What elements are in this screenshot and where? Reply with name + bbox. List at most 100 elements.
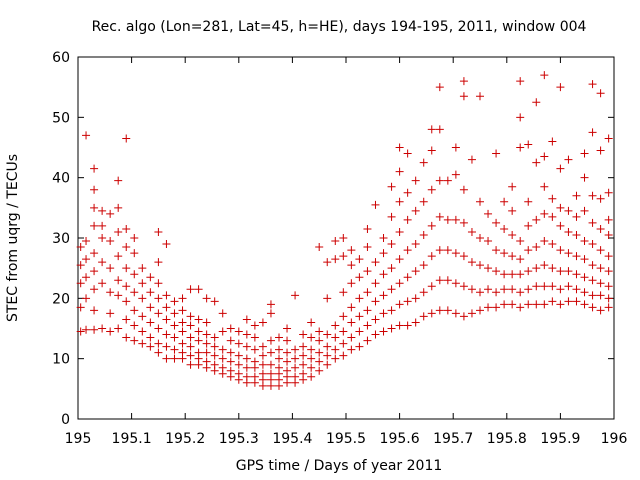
data-point: [548, 240, 557, 249]
data-point: [564, 282, 573, 291]
data-point: [76, 261, 85, 270]
data-point: [588, 303, 597, 312]
data-point: [106, 309, 115, 318]
data-point: [411, 318, 420, 327]
data-point: [299, 369, 308, 378]
data-point: [291, 345, 300, 354]
data-point: [138, 327, 147, 336]
data-point: [532, 98, 541, 107]
data-point: [283, 336, 292, 345]
data-point: [170, 297, 179, 306]
data-point: [459, 218, 468, 227]
data-point: [572, 191, 581, 200]
data-point: [98, 206, 107, 215]
data-point: [76, 279, 85, 288]
data-point: [114, 203, 123, 212]
data-point: [564, 206, 573, 215]
data-point: [130, 288, 139, 297]
data-point: [387, 306, 396, 315]
data-point: [226, 357, 235, 366]
data-point: [210, 342, 219, 351]
data-point: [347, 261, 356, 270]
data-point: [106, 327, 115, 336]
data-point: [596, 89, 605, 98]
data-point: [186, 351, 195, 360]
data-point: [82, 237, 91, 246]
data-point: [379, 234, 388, 242]
data-point: [435, 212, 444, 221]
data-point: [234, 369, 243, 378]
data-point: [194, 336, 203, 345]
data-point: [226, 348, 235, 357]
data-point: [347, 318, 356, 327]
data-point: [98, 221, 107, 230]
data-point: [331, 333, 340, 342]
data-point: [484, 285, 493, 294]
data-point: [524, 197, 533, 206]
data-point: [556, 83, 565, 92]
data-point: [178, 339, 187, 348]
data-point: [459, 252, 468, 261]
data-point: [162, 303, 171, 312]
data-point: [122, 134, 131, 143]
data-point: [315, 327, 324, 336]
data-point: [106, 209, 115, 218]
data-point: [588, 291, 597, 300]
data-point: [492, 288, 501, 297]
x-tick-label: 195.2: [165, 431, 205, 447]
data-point: [604, 188, 613, 197]
data-point: [411, 267, 420, 276]
data-point: [572, 285, 581, 294]
data-point: [323, 342, 332, 351]
data-point: [266, 348, 275, 357]
data-point: [162, 354, 171, 363]
data-point: [540, 282, 549, 291]
data-point: [138, 294, 147, 303]
data-point: [242, 330, 251, 339]
x-axis-label: GPS time / Days of year 2011: [236, 458, 443, 474]
data-point: [387, 324, 396, 333]
data-point: [395, 300, 404, 309]
data-point: [347, 333, 356, 342]
data-point: [580, 237, 589, 246]
data-point: [411, 294, 420, 303]
data-point: [451, 143, 460, 152]
data-point: [218, 354, 227, 363]
data-point: [395, 143, 404, 152]
data-point: [379, 309, 388, 318]
data-point: [580, 273, 589, 282]
data-point: [516, 288, 525, 297]
data-point: [516, 237, 525, 246]
data-point: [242, 372, 251, 381]
data-point: [154, 324, 163, 333]
data-point: [419, 312, 428, 321]
data-point: [508, 252, 517, 261]
data-point: [363, 306, 372, 315]
data-point: [363, 288, 372, 297]
data-point: [355, 327, 364, 336]
data-point: [202, 294, 211, 303]
data-point: [331, 237, 340, 246]
data-point: [307, 345, 316, 354]
data-point: [443, 306, 452, 315]
data-point: [218, 309, 227, 318]
data-point: [596, 224, 605, 233]
data-point: [210, 351, 219, 360]
data-point: [339, 327, 348, 336]
data-point: [435, 276, 444, 285]
data-point: [532, 158, 541, 167]
x-tick-label: 195.3: [219, 431, 259, 447]
data-point: [500, 270, 509, 279]
data-point: [476, 306, 484, 315]
data-point: [355, 294, 364, 303]
data-point: [411, 176, 420, 185]
data-point: [508, 182, 517, 191]
data-point: [459, 92, 468, 101]
data-point: [363, 267, 372, 276]
data-point: [234, 339, 243, 348]
data-point: [283, 357, 292, 366]
data-point: [532, 243, 541, 252]
data-point: [564, 155, 573, 164]
data-point: [508, 270, 517, 279]
data-point: [98, 324, 107, 333]
